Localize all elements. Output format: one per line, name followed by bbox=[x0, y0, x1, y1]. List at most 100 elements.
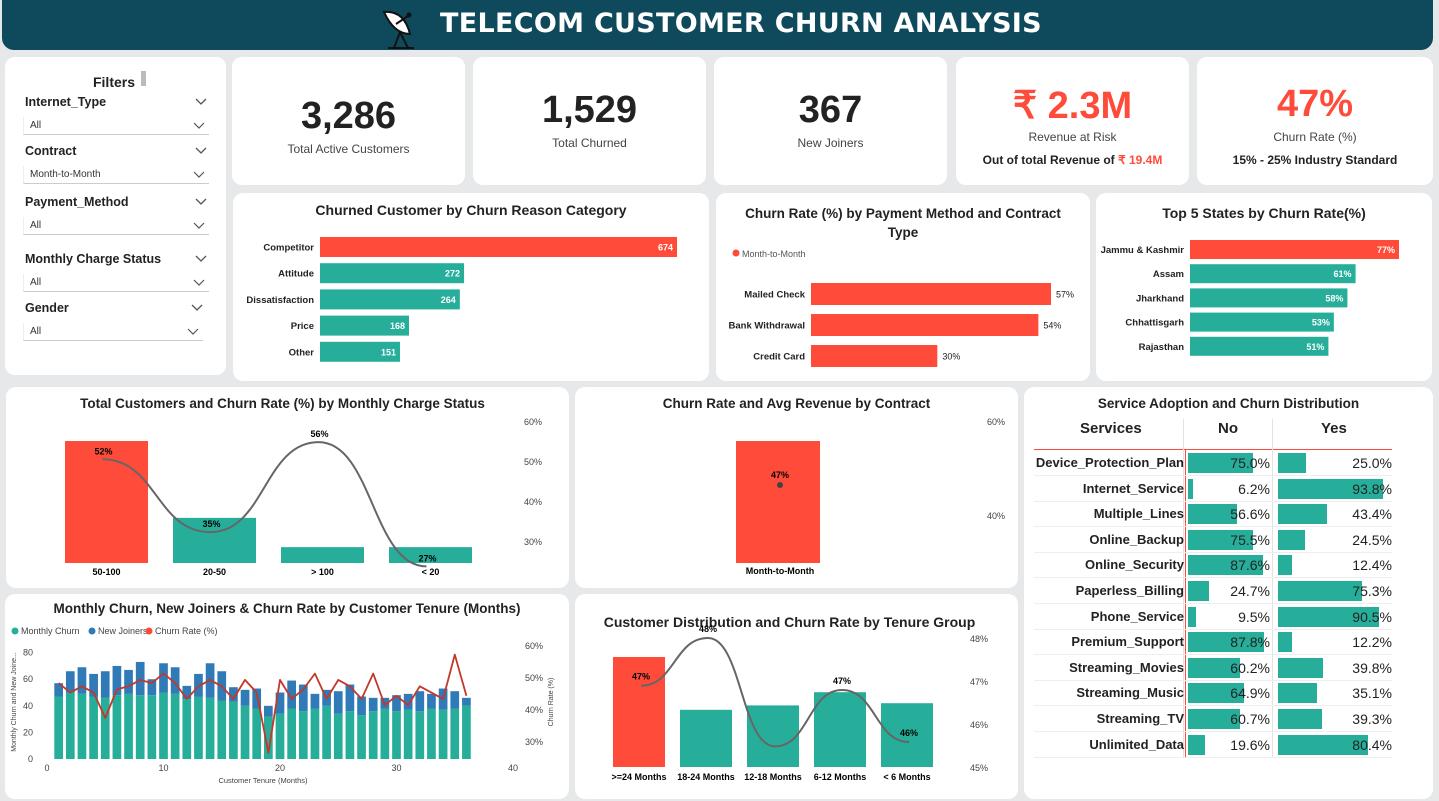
category-label: Month-to-Month bbox=[746, 566, 814, 576]
chevron-down-icon[interactable] bbox=[191, 304, 203, 312]
churn-bar bbox=[217, 700, 227, 759]
category-label: Rajasthan bbox=[1139, 342, 1185, 353]
churn-rate-line bbox=[58, 653, 468, 754]
x-tick-label: 40 bbox=[508, 763, 518, 773]
no-value: 87.6% bbox=[1230, 557, 1270, 574]
churn-bar bbox=[240, 705, 250, 759]
filter-dropdown-3[interactable]: All bbox=[23, 274, 209, 292]
kpi-churn-rate: 47% Churn Rate (%) 15% - 25% Industry St… bbox=[1197, 57, 1433, 185]
y2-tick-label: 46% bbox=[970, 720, 988, 730]
yes-col-header: Yes bbox=[1321, 420, 1347, 437]
chevron-down-icon[interactable] bbox=[195, 255, 207, 263]
joiners-bar bbox=[182, 685, 192, 700]
bar bbox=[1190, 336, 1329, 356]
yes-bar bbox=[1278, 581, 1363, 601]
data-label: 77% bbox=[1377, 245, 1395, 255]
yes-bar bbox=[1278, 478, 1384, 499]
bar bbox=[736, 441, 820, 563]
filter-dropdown-4[interactable]: All bbox=[23, 323, 203, 341]
x-axis-label: Customer Tenure (Months) bbox=[218, 776, 308, 785]
category-label: 18-24 Months bbox=[677, 772, 735, 782]
service-row: Phone_Service 9.5% 90.5% bbox=[1034, 605, 1394, 630]
category-label: > 100 bbox=[311, 567, 334, 577]
joiners-bar bbox=[403, 693, 413, 710]
payment-contract-card: Churn Rate (%) by Payment Method and Con… bbox=[716, 193, 1090, 381]
churn-bar bbox=[194, 696, 203, 759]
joiners-bar bbox=[124, 669, 133, 694]
y2-tick-label: 40% bbox=[987, 511, 1005, 521]
filter-dropdown-0[interactable]: All bbox=[23, 117, 209, 135]
joiners-bar bbox=[427, 693, 436, 709]
service-adoption-card: Service Adoption and Churn Distribution … bbox=[1024, 387, 1433, 799]
joiners-bar bbox=[298, 684, 308, 712]
category-label: 50-100 bbox=[92, 567, 120, 577]
row-divider bbox=[1034, 628, 1392, 630]
category-label: Price bbox=[291, 321, 314, 332]
churn-bar bbox=[357, 715, 366, 759]
row-divider bbox=[1034, 705, 1392, 707]
legend-label: Month-to-Month bbox=[742, 249, 806, 259]
data-label: 272 bbox=[445, 269, 460, 279]
legend-dot bbox=[11, 627, 19, 635]
page-title: TELECOM CUSTOMER CHURN ANALYSIS bbox=[440, 8, 1042, 39]
y2-axis-label: Churn Rate (%) bbox=[548, 678, 555, 727]
no-bar bbox=[1188, 504, 1237, 525]
churn-bar bbox=[333, 713, 343, 759]
kpi-revenue-sub-prefix: Out of total Revenue of bbox=[982, 153, 1118, 167]
chevron-down-icon[interactable] bbox=[195, 198, 207, 206]
yes-value: 12.4% bbox=[1352, 557, 1392, 574]
category-label: Dissatisfaction bbox=[246, 295, 314, 306]
data-label: 30% bbox=[942, 352, 960, 362]
yes-value: 35.1% bbox=[1352, 685, 1392, 702]
filter-dropdown-2[interactable]: All bbox=[23, 217, 209, 235]
yes-value: 39.3% bbox=[1352, 711, 1392, 727]
bar bbox=[320, 237, 677, 257]
x-tick-label: 20 bbox=[275, 763, 285, 773]
category-label: >=24 Months bbox=[611, 772, 666, 782]
y-tick-label: 60 bbox=[23, 674, 33, 684]
yes-value: 12.2% bbox=[1352, 634, 1392, 651]
row-divider bbox=[1034, 577, 1392, 579]
churn-bar bbox=[147, 695, 157, 759]
service-name: Unlimited_Data bbox=[1089, 736, 1184, 752]
service-row: Premium_Support 87.8% 12.2% bbox=[1034, 630, 1394, 656]
joiners-bar bbox=[159, 663, 168, 693]
joiners-bar bbox=[450, 691, 460, 709]
bar bbox=[811, 283, 1051, 305]
category-label: < 20 bbox=[422, 567, 440, 577]
bar bbox=[281, 547, 364, 563]
chevron-down-icon[interactable] bbox=[195, 98, 207, 106]
category-label: Competitor bbox=[263, 243, 314, 254]
filter-dropdown-1[interactable]: Month-to-Month bbox=[23, 166, 209, 184]
top-states-chart: Jammu & Kashmir 77% Assam 61% Jharkhand 58% Ch… bbox=[1101, 240, 1399, 356]
joiners-bar bbox=[100, 671, 110, 698]
chevron-down-icon bbox=[193, 279, 205, 286]
service-row: Unlimited_Data 19.6% 80.4% bbox=[1034, 733, 1394, 758]
chevron-down-icon[interactable] bbox=[195, 147, 207, 155]
churn-bar bbox=[462, 705, 471, 759]
y2-tick-label: 40% bbox=[525, 705, 543, 715]
category-label: Other bbox=[289, 347, 315, 358]
category-label: Jharkhand bbox=[1136, 293, 1184, 304]
joiners-bar bbox=[112, 665, 122, 696]
bar bbox=[811, 314, 1039, 336]
contract-revenue-chart: 60% 40% 47% Month-to-Month bbox=[736, 417, 1005, 576]
chevron-down-icon bbox=[193, 222, 205, 229]
service-row: Internet_Service 6.2% 93.8% bbox=[1034, 477, 1394, 502]
joiners-bar bbox=[147, 679, 157, 696]
joiners-bar bbox=[170, 667, 180, 694]
data-label: 264 bbox=[441, 295, 456, 305]
service-name: Online_Backup bbox=[1089, 531, 1184, 547]
churn-bar bbox=[380, 708, 390, 759]
no-bar bbox=[1188, 657, 1240, 678]
kpi-total-active: 3,286 Total Active Customers bbox=[232, 57, 465, 185]
filter-label-3: Monthly Charge Status bbox=[25, 252, 162, 266]
filters-scroll-handle[interactable] bbox=[141, 71, 146, 86]
filter-dropdown-value: All bbox=[30, 277, 42, 288]
service-row: Paperless_Billing 24.7% 75.3% bbox=[1034, 579, 1394, 604]
bar bbox=[1190, 264, 1356, 284]
yes-bar bbox=[1278, 606, 1380, 627]
row-divider bbox=[1034, 603, 1392, 604]
yes-bar bbox=[1278, 504, 1327, 525]
filter-dropdown-value: All bbox=[30, 220, 42, 231]
